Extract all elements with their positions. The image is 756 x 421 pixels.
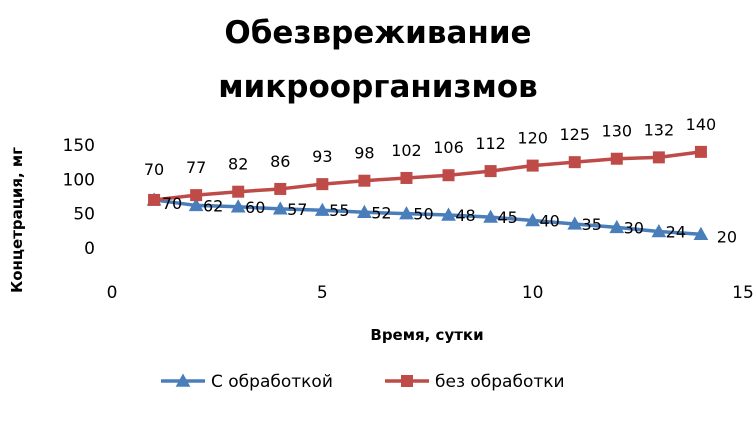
legend-treated-swatch-marker — [175, 373, 191, 387]
data-label-treated: 60 — [245, 198, 265, 217]
series-treated-point — [357, 204, 372, 218]
data-label-untreated: 77 — [186, 158, 206, 177]
data-label-untreated: 132 — [644, 120, 675, 139]
x-tick-label: 5 — [317, 283, 328, 303]
series-untreated-point — [190, 189, 203, 202]
data-label-untreated: 70 — [144, 160, 164, 179]
x-axis-ticks: 0 5 10 15 — [107, 283, 754, 303]
data-label-untreated: 82 — [228, 155, 248, 174]
data-label-treated: 62 — [203, 196, 223, 215]
series-treated — [146, 192, 709, 240]
y-axis-title: Концетрация, мг — [8, 147, 26, 293]
legend-treated-label: С обработкой — [211, 372, 333, 392]
series-untreated-point — [274, 182, 287, 195]
legend-untreated-swatch-marker — [401, 375, 413, 387]
series-untreated-point — [526, 159, 539, 172]
data-label-treated: 40 — [539, 212, 559, 231]
series-untreated-point — [400, 171, 413, 184]
legend: С обработкой без обработки — [161, 372, 565, 392]
series-treated-point — [314, 202, 330, 216]
data-label-treated: 52 — [371, 203, 391, 222]
data-label-untreated: 93 — [312, 147, 332, 166]
series-treated-point — [441, 207, 456, 221]
series-treated-point — [230, 199, 246, 213]
series-treated-point — [609, 219, 625, 234]
data-label-untreated: 130 — [602, 122, 633, 141]
data-label-treated: 24 — [666, 223, 686, 242]
data-label-treated: 50 — [413, 205, 433, 224]
data-label-untreated: 112 — [475, 134, 506, 153]
data-label-treated: 45 — [497, 208, 517, 227]
data-label-treated: 35 — [582, 215, 602, 234]
data-label-untreated: 106 — [433, 138, 464, 157]
y-tick-label: 50 — [73, 205, 95, 225]
series-treated-point — [399, 206, 414, 220]
y-tick-label: 0 — [84, 239, 95, 259]
x-tick-label: 10 — [522, 283, 544, 303]
data-label-untreated: 120 — [517, 129, 548, 148]
series-untreated-point — [568, 156, 581, 169]
data-label-untreated: 140 — [686, 115, 717, 134]
series-treated-line — [152, 198, 703, 237]
series-untreated-point — [358, 174, 371, 187]
data-label-untreated: 125 — [559, 125, 590, 144]
series-untreated-point — [610, 152, 623, 165]
data-label-untreated: 86 — [270, 152, 290, 171]
y-tick-label: 100 — [63, 170, 95, 190]
data-label-treated: 30 — [624, 218, 644, 237]
series-treated-point — [483, 209, 498, 223]
legend-treated: С обработкой — [161, 372, 333, 392]
series-untreated-point — [652, 151, 665, 164]
legend-untreated: без обработки — [385, 372, 565, 392]
data-label-untreated: 102 — [391, 141, 422, 160]
x-axis-title: Время, сутки — [370, 326, 483, 344]
data-label-treated: 48 — [455, 206, 475, 225]
series-treated-point — [693, 226, 709, 240]
series-untreated-point — [232, 185, 245, 198]
x-tick-label: 15 — [732, 283, 754, 303]
series-untreated-point — [442, 169, 455, 182]
series-treated-point — [651, 223, 667, 238]
data-label-treated: 70 — [162, 194, 182, 213]
series-treated-point — [525, 213, 541, 227]
y-tick-label: 150 — [63, 136, 95, 156]
series-untreated-point — [484, 165, 497, 178]
series-treated-point — [188, 197, 204, 212]
data-label-treated: 20 — [717, 227, 737, 246]
series-untreated-line — [152, 150, 703, 202]
chart-title-line-2: микроорганизмов — [218, 69, 538, 105]
series-untreated-point — [316, 178, 329, 191]
data-label-untreated: 98 — [354, 144, 374, 163]
x-tick-label: 0 — [107, 283, 118, 303]
series-untreated-point — [694, 145, 707, 158]
chart-title-line-1: Обезвреживание — [224, 15, 531, 51]
y-axis-ticks: 0 50 100 150 — [63, 136, 95, 259]
data-label-treated: 57 — [287, 200, 307, 219]
series-treated-point — [567, 216, 583, 230]
data-label-treated: 55 — [329, 201, 349, 220]
legend-untreated-label: без обработки — [435, 372, 565, 392]
series-untreated-point — [148, 193, 161, 206]
series-treated-point — [272, 201, 288, 215]
series-untreated — [148, 145, 707, 206]
